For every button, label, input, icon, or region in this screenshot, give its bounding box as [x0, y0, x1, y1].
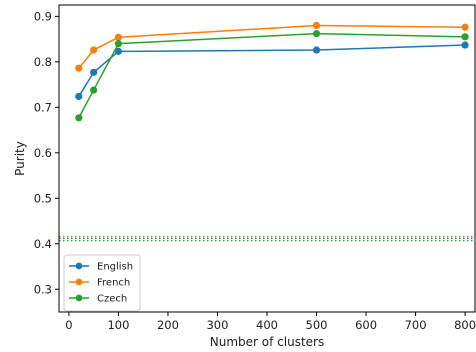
x-tick-label: 700	[405, 318, 427, 332]
data-point-czech	[114, 40, 123, 48]
data-point-english	[312, 46, 321, 54]
y-tick-label: 0.5	[34, 191, 52, 205]
data-point-french	[75, 64, 83, 72]
data-point-english	[114, 47, 123, 55]
data-point-french	[114, 33, 123, 41]
data-point-english	[461, 41, 469, 49]
data-point-english	[75, 92, 83, 101]
x-tick-label: 200	[157, 318, 179, 332]
data-point-french	[312, 21, 321, 30]
x-axis: 0 100 200 300 400 500 600 700 800	[65, 312, 476, 332]
legend-label-czech: Czech	[97, 294, 127, 305]
y-tick-label: 0.3	[34, 282, 52, 296]
legend-box	[63, 254, 141, 312]
x-tick-label: 600	[355, 318, 377, 332]
legend-marker-czech	[75, 294, 83, 302]
y-tick-label: 0.6	[34, 146, 52, 160]
data-point-czech	[312, 30, 321, 38]
y-axis-label: Purity	[13, 141, 27, 176]
legend-label-english: English	[97, 262, 133, 273]
x-tick-label: 0	[65, 318, 72, 332]
legend-marker-french	[75, 278, 83, 286]
x-tick-label: 300	[206, 318, 228, 332]
legend-marker-english	[75, 262, 83, 270]
data-point-czech	[90, 86, 98, 94]
y-tick-label: 0.9	[34, 9, 52, 23]
series-layer	[75, 21, 469, 122]
x-axis-label: Number of clusters	[210, 335, 324, 349]
x-tick-label: 100	[107, 318, 129, 332]
data-point-czech	[75, 114, 83, 122]
legend-label-french: French	[97, 278, 130, 289]
y-tick-label: 0.8	[34, 55, 52, 69]
data-point-french	[90, 46, 98, 54]
y-tick-label: 0.4	[34, 237, 52, 251]
data-point-czech	[461, 33, 469, 41]
x-tick-label: 500	[306, 318, 328, 332]
series-line-english	[78, 44, 466, 97]
y-axis: 0.3 0.4 0.5 0.6 0.7 0.8 0.9	[34, 9, 59, 296]
data-point-french	[461, 23, 469, 31]
legend: English French Czech	[63, 254, 141, 312]
data-point-english	[90, 68, 98, 76]
x-tick-label: 800	[454, 318, 476, 332]
baselines-layer	[59, 235, 475, 242]
y-tick-label: 0.7	[34, 100, 52, 114]
x-tick-label: 400	[256, 318, 278, 332]
